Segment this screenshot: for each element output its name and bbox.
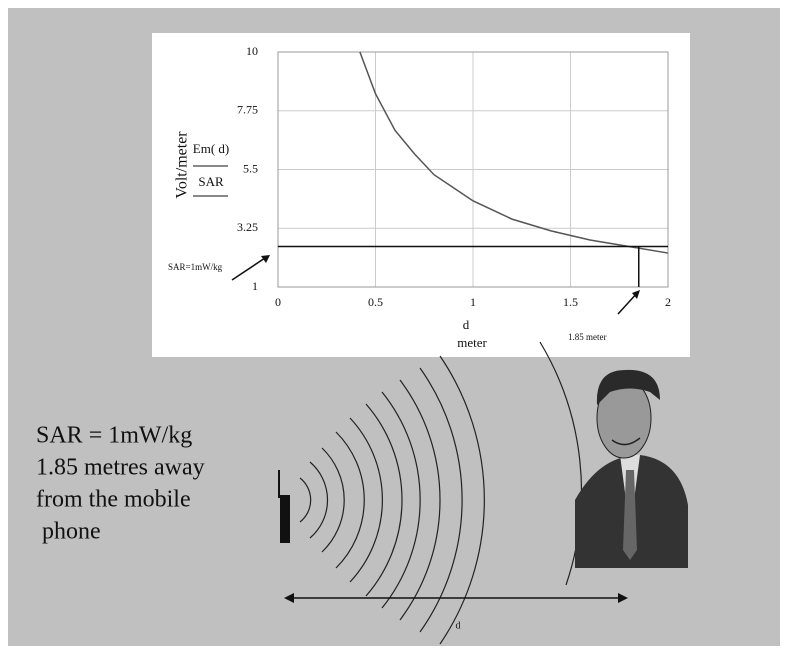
x-tick-label: 2 [665,295,671,309]
hair [596,369,660,405]
x-tick-label: 0 [275,295,281,309]
wave [381,391,421,609]
chart-panel [152,33,690,357]
slide-line: from the mobile [36,487,191,513]
y-axis-label: Volt/meter [174,131,191,199]
wave [309,461,329,539]
waves [299,341,583,645]
tie [623,470,637,560]
mouth [611,437,641,446]
slide-text: SAR = 1mW/kg 1.85 metres away from the mob… [36,423,205,545]
wave [439,355,485,645]
y-fraction-top: Em( d) [193,141,229,156]
annotation-arrow [231,255,269,281]
wave [349,417,383,583]
wave [299,477,312,523]
plot-frame [277,51,669,288]
slide-line: phone [36,519,101,545]
x-tick-label: 0.5 [368,295,383,309]
arrow-head [261,255,270,263]
wave [335,431,365,569]
slide-line: 1.85 metres away [36,455,205,481]
wave [539,341,583,586]
wave [399,379,441,621]
threshold-annotation: SAR=1mW/kg [168,262,223,272]
slide-line: SAR = 1mW/kg [36,423,192,449]
distance-label: d [456,620,461,631]
y-tick-label: 10 [246,44,258,58]
y-fraction-bottom: SAR [198,174,224,189]
x-tick-label: 1 [470,295,476,309]
phone [280,495,290,543]
curve [359,51,669,254]
x-axis-label: d [463,317,470,332]
person [575,369,688,568]
y-tick-label: 7.75 [237,103,258,117]
arrow-head [284,593,294,603]
y-tick-label: 1 [252,279,258,293]
x-tick-label: 1.5 [563,295,578,309]
y-tick-label: 5.5 [243,161,258,175]
y-tick-label: 3.25 [237,220,258,234]
arrow-head [618,593,628,603]
arrow-head [632,290,640,299]
wave [321,447,345,553]
distance-annotation: 1.85 meter [568,332,607,342]
wave [365,403,403,597]
x-axis-unit: meter [457,335,487,350]
